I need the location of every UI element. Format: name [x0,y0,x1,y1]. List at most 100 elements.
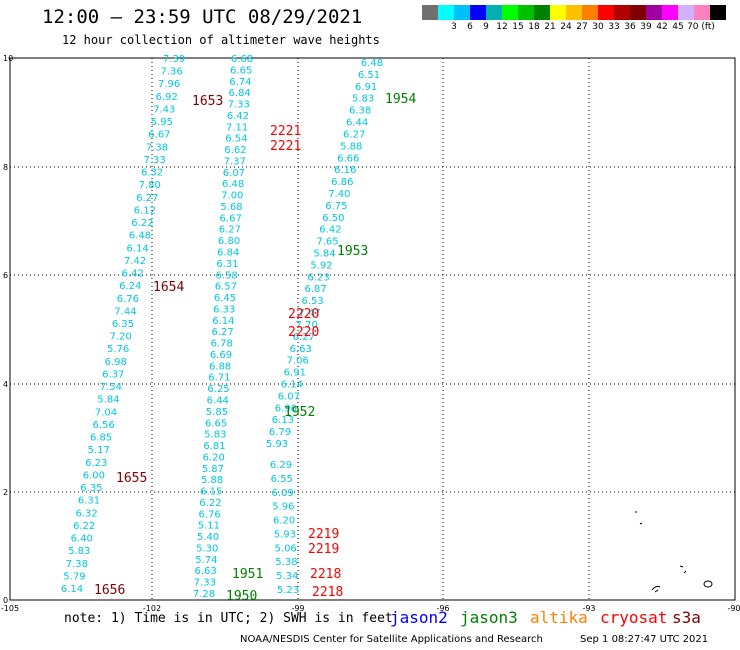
wave-height-value: 7.33 [143,155,165,166]
pass-time-label: 1655 [116,471,147,486]
wave-height-value: 5.83 [68,546,90,557]
wave-height-value: 6.63 [194,566,216,577]
legend-label: 70 (ft) [687,22,715,32]
pass-time-label: 1951 [232,567,263,582]
legend-swatch [486,5,502,20]
wave-height-value: 7.36 [160,67,182,78]
pass-time-label: 2218 [310,567,341,582]
color-scale-labels: 3 6 9 12 15 18 21 24 27 30 33 36 39 42 45 70 (ft) [422,22,740,34]
wave-height-value: 6.15 [200,487,222,498]
wave-height-value: 7.80 [139,180,161,191]
satellite-legend-cryosat: cryosat [600,608,668,627]
pass-time-label: 2220 [288,325,319,340]
credit-line: NOAA/NESDIS Center for Satellite Applica… [240,634,543,645]
wave-height-value: 6.69 [210,350,232,361]
wave-height-value: 7.47 [299,308,321,319]
pass-time-label: 2219 [308,542,339,557]
wave-height-value: 6.58 [216,270,238,281]
generation-timestamp: Sep 1 08:27:47 UTC 2021 [580,634,709,645]
wave-height-value: 5.17 [88,445,110,456]
wave-height-value: 6.07 [278,391,300,402]
x-tick-label: -99 [291,604,304,613]
wave-height-value: 6.63 [290,344,312,355]
wave-height-value: 6.22 [199,498,221,509]
pass-time-label: 2221 [270,124,301,139]
wave-height-value: 7.43 [153,104,175,115]
legend-label: 9 [483,22,489,32]
wave-height-value: 6.40 [71,534,93,545]
wave-height-value: 6.78 [211,339,233,350]
legend-swatch [550,5,566,20]
wave-height-value: 6.22 [131,218,153,229]
wave-height-value: 7.11 [226,122,248,133]
wave-height-value: 6.35 [80,483,102,494]
wave-height-value: 7.28 [193,589,215,600]
wave-height-value: 6.09 [271,488,293,499]
wave-height-value: 6.51 [358,70,380,81]
wave-height-value: 5.93 [274,529,296,540]
wave-height-value: 7.54 [100,382,122,393]
wave-height-value: 5.88 [201,475,223,486]
wave-height-value: 5.74 [195,555,217,566]
wave-height-value: 7.04 [95,407,117,418]
wave-height-value: 6.75 [325,201,347,212]
wave-height-value: 6.20 [203,452,225,463]
pass-time-label: 2218 [312,585,343,600]
wave-height-value: 6.66 [337,153,359,164]
island [703,580,713,588]
wave-height-value: 6.96 [275,403,297,414]
wave-height-value: 6.14 [126,243,148,254]
wave-height-value: 6.48 [129,231,151,242]
wave-height-value: 6.12 [134,205,156,216]
coastline [635,511,687,593]
legend-swatch [662,5,678,20]
wave-height-value: 6.65 [205,418,227,429]
wave-height-value: 5.84 [313,249,335,260]
legend-label: 24 [560,22,572,32]
wave-height-value: 6.27 [219,225,241,236]
wave-height-value: 7.06 [287,356,309,367]
legend-swatch [518,5,534,20]
wave-height-value: 7.39 [163,54,185,65]
wave-height-value: 6.38 [349,106,371,117]
legend-swatch [614,5,630,20]
wave-height-value: 6.65 [230,65,252,76]
wave-height-value: 5.79 [63,571,85,582]
wave-height-value: 6.16 [334,165,356,176]
wave-height-value: 6.54 [225,134,247,145]
wave-height-value: 6.14 [281,379,303,390]
legend-swatch [582,5,598,20]
legend-label: 27 [576,22,588,32]
wave-height-value: 5.95 [151,117,173,128]
pass-time-label: 1952 [284,405,315,420]
pass-time-label: 1953 [337,244,368,259]
pass-time-label: 1654 [153,280,184,295]
legend-swatch [438,5,454,20]
wave-height-value: 5.68 [220,202,242,213]
wave-height-value: 7.20 [109,332,131,343]
x-tick-label: -105 [1,604,19,613]
wave-height-value: 7.96 [158,79,180,90]
wave-height-value: 6.81 [203,441,225,452]
satellite-legend-jason3: jason3 [460,608,518,627]
map-subtitle: 12 hour collection of altimeter wave hei… [62,33,380,47]
legend-label: 30 [592,22,604,32]
satellite-legend-altika: altika [530,608,588,627]
y-tick-label: 0 [3,596,8,605]
wave-height-value: 7.70 [296,320,318,331]
wave-height-value: 7.40 [328,189,350,200]
wave-height-value: 6.31 [78,496,100,507]
wave-height-value: 7.37 [224,156,246,167]
pass-time-label: 2220 [288,307,319,322]
wave-height-value: 5.38 [275,557,297,568]
wave-height-value: 6.56 [92,420,114,431]
wave-height-value: 6.86 [331,177,353,188]
wave-height-value: 6.92 [156,92,178,103]
wave-height-value: 7.38 [66,559,88,570]
wave-height-value: 6.79 [269,427,291,438]
wave-height-value: 5.40 [197,532,219,543]
legend-label: 6 [467,22,473,32]
wave-height-value: 6.13 [272,415,294,426]
wave-height-value: 6.25 [207,384,229,395]
